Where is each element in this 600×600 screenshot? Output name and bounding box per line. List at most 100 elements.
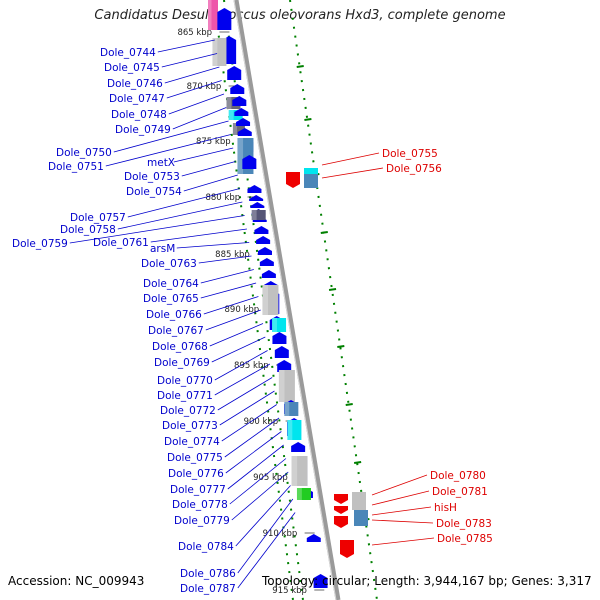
left-label-connector — [181, 161, 236, 177]
right-gene-label: Dole_0756 — [386, 163, 442, 175]
left-gene-label: Dole_0776 — [168, 468, 224, 480]
grey-feature — [352, 492, 366, 510]
forward-gene-arrow — [232, 96, 247, 106]
left-gene-label: Dole_0744 — [100, 47, 156, 59]
guide-dash — [328, 288, 337, 291]
left-gene-label: metX — [147, 157, 175, 169]
left-label-connector — [209, 323, 264, 347]
left-gene-label: Dole_0750 — [56, 147, 112, 159]
grey-feature — [291, 456, 308, 486]
scale-tick-label: 880 kbp — [205, 193, 240, 203]
left-gene-label: Dole_0745 — [104, 62, 160, 74]
forward-gene-arrow — [217, 8, 232, 30]
left-label-connector — [161, 53, 218, 68]
steel-feature — [304, 174, 318, 188]
right-label-connector — [371, 474, 428, 496]
green-feature-shade — [296, 488, 302, 500]
left-label-connector — [183, 174, 238, 192]
forward-gene-arrow — [254, 226, 269, 234]
left-gene-label: Dole_0778 — [172, 499, 228, 511]
forward-gene-arrow — [249, 195, 264, 201]
grey-feature — [262, 285, 279, 315]
rna-feature-shade — [287, 420, 293, 440]
left-label-connector — [221, 404, 277, 442]
left-gene-label: Dole_0779 — [174, 515, 230, 527]
genome-backbone — [233, 0, 341, 600]
left-label-connector — [173, 147, 234, 163]
right-label-connector — [371, 537, 435, 546]
guide-dash — [353, 461, 362, 464]
left-label-connector — [231, 471, 289, 521]
scale-tick-label: 915 kbp — [272, 586, 307, 596]
left-label-connector — [198, 255, 252, 264]
left-label-connector — [127, 188, 241, 218]
forward-gene-arrow — [237, 128, 252, 136]
left-gene-label: Dole_0777 — [170, 484, 226, 496]
rna-feature — [272, 318, 287, 332]
accession-text: Accession: NC_009943 — [8, 574, 145, 588]
right-gene-label: Dole_0781 — [432, 486, 488, 498]
left-label-connector — [237, 498, 294, 574]
right-label-connector — [371, 519, 434, 524]
left-label-connector — [225, 431, 282, 474]
forward-gene-arrow — [242, 155, 257, 169]
left-label-connector — [200, 282, 257, 299]
genome-backbone-highlight — [233, 0, 337, 600]
left-gene-label: Dole_0757 — [70, 212, 126, 224]
right-gene-label: Dole_0780 — [430, 470, 486, 482]
left-gene-label: Dole_0758 — [60, 224, 116, 236]
left-label-connector — [227, 444, 284, 490]
rna-feature — [287, 420, 302, 440]
left-gene-label: Dole_0747 — [109, 93, 165, 105]
left-gene-label: Dole_0761 — [93, 237, 149, 249]
left-label-connector — [117, 201, 243, 230]
rna-feature-shade — [228, 110, 234, 120]
grey-feature-shade — [262, 285, 269, 315]
scale-tick-label: 910 kbp — [263, 529, 298, 539]
right-label-connector — [321, 152, 380, 166]
steel-feature-shade — [237, 138, 244, 174]
forward-gene-arrow — [261, 270, 276, 278]
left-label-connector — [214, 363, 271, 396]
right-label-connector — [321, 167, 384, 179]
left-gene-label: Dole_0749 — [115, 124, 171, 136]
grey-feature-shade — [278, 370, 285, 402]
scale-tick-label: 895 kbp — [234, 361, 269, 371]
grey-feature-shade — [251, 210, 257, 220]
left-gene-label: Dole_0767 — [148, 325, 204, 337]
pink-feature-shade — [208, 0, 212, 30]
pink-feature — [208, 0, 218, 30]
left-label-connector — [205, 309, 261, 331]
grey-feature — [212, 38, 227, 66]
steel-feature — [354, 510, 368, 526]
steel-feature-shade — [284, 402, 290, 416]
left-gene-label: Dole_0748 — [111, 109, 167, 121]
left-label-connector — [164, 66, 220, 84]
steel-feature — [284, 402, 299, 416]
left-label-connector — [69, 215, 245, 244]
left-gene-label: Dole_0765 — [143, 293, 199, 305]
forward-gene-arrow — [247, 185, 262, 193]
forward-gene-arrow — [306, 534, 321, 542]
forward-gene-arrow — [227, 66, 242, 80]
grey-feature — [251, 210, 266, 220]
left-gene-label: Dole_0775 — [167, 452, 223, 464]
left-label-connector — [217, 377, 273, 411]
left-label-connector — [176, 242, 250, 249]
left-label-connector — [203, 296, 259, 315]
reverse-gene-arrow — [340, 540, 354, 558]
scale-tick-label: 885 kbp — [215, 250, 250, 260]
forward-gene-arrow — [230, 84, 245, 94]
left-gene-label: Dole_0766 — [146, 309, 202, 321]
scale-tick-label: 900 kbp — [244, 417, 279, 427]
left-gene-label: Dole_0772 — [160, 405, 216, 417]
left-gene-label: Dole_0763 — [141, 258, 197, 270]
left-label-connector — [168, 93, 225, 115]
rna-feature-shade — [272, 318, 277, 332]
forward-gene-arrow — [257, 247, 272, 255]
guide-dash — [304, 118, 312, 121]
left-gene-label: Dole_0754 — [126, 186, 182, 198]
left-label-connector — [219, 390, 275, 426]
left-label-connector — [166, 80, 222, 99]
